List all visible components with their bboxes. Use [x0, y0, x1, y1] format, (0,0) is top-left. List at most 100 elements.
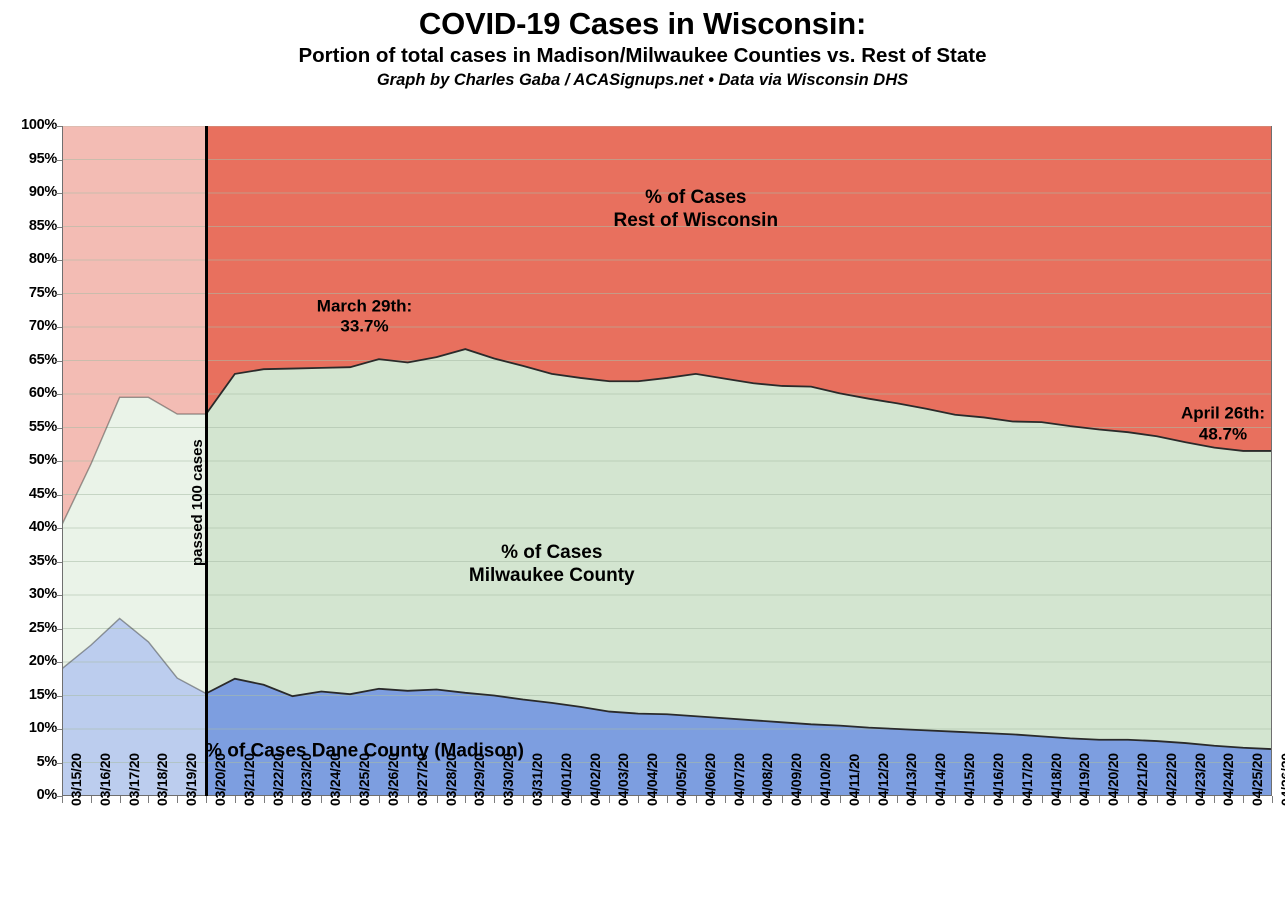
- x-axis-label: 03/16/20: [96, 753, 113, 806]
- annotation-march-29-label: March 29th:: [316, 296, 413, 316]
- x-axis-label: 03/19/20: [183, 753, 200, 806]
- x-axis-tick: [206, 796, 208, 803]
- y-axis-label: 85%: [28, 217, 57, 234]
- x-axis-tick: [839, 796, 841, 803]
- x-axis-tick: [955, 796, 957, 803]
- y-axis-tick: [55, 461, 62, 462]
- y-axis-label: 25%: [28, 619, 57, 636]
- x-axis-tick: [321, 796, 323, 803]
- y-axis-tick: [55, 662, 62, 663]
- y-axis-label: 70%: [28, 318, 57, 334]
- x-axis-label: 04/16/20: [989, 753, 1006, 806]
- y-axis-label: 55%: [28, 418, 57, 435]
- x-axis-tick: [1214, 796, 1216, 803]
- y-axis-label: 5%: [36, 753, 58, 770]
- y-axis-tick: [55, 762, 62, 764]
- x-axis-tick: [1012, 796, 1014, 803]
- annotation-april-26-value: 48.7%: [1198, 424, 1248, 444]
- boundary-mke-top: [205, 348, 1272, 452]
- area-dane-county-pre: [62, 618, 207, 796]
- x-axis-label: 04/22/20: [1162, 753, 1179, 806]
- y-axis-tick: [55, 796, 62, 797]
- x-axis-tick: [1185, 796, 1187, 803]
- x-axis-tick: [522, 796, 524, 803]
- x-axis-tick: [378, 796, 380, 803]
- x-axis-label: 03/17/20: [125, 753, 142, 806]
- boundary-mke-top-pre: [62, 396, 207, 525]
- area-label-milwaukee-county: % of Cases Milwaukee County: [469, 542, 635, 588]
- y-axis-label: 90%: [28, 184, 57, 200]
- y-axis-label: 50%: [28, 452, 57, 468]
- x-axis-tick: [1243, 796, 1245, 803]
- y-axis-tick: [55, 595, 62, 596]
- y-axis-tick: [55, 695, 62, 697]
- vline-label: passed 100 cases: [189, 439, 207, 566]
- x-axis-tick: [782, 796, 784, 803]
- y-axis-label: 30%: [28, 586, 57, 602]
- x-axis-label: 03/31/20: [528, 753, 545, 806]
- y-axis-tick: [55, 293, 62, 295]
- x-axis-tick: [263, 796, 265, 803]
- area-label-dane-county: % of Cases Dane County (Madison): [205, 741, 524, 763]
- x-axis-label: 04/24/20: [1220, 753, 1237, 806]
- x-axis-label: 04/06/20: [701, 753, 718, 806]
- y-axis-tick: [55, 729, 62, 730]
- area-milwaukee-county: [206, 349, 1272, 750]
- x-axis-label: 04/01/20: [557, 753, 574, 806]
- x-axis-tick: [667, 796, 668, 803]
- y-axis-label: 100%: [21, 117, 57, 133]
- x-axis-label: 03/18/20: [154, 753, 171, 806]
- x-axis-tick: [868, 796, 870, 803]
- x-axis-tick: [292, 796, 294, 803]
- x-axis-tick: [1272, 796, 1273, 803]
- x-axis-tick: [609, 796, 611, 803]
- y-axis-label: 40%: [28, 519, 57, 535]
- annotation-april-26: April 26th: 48.7%: [1181, 404, 1265, 445]
- y-axis-label: 10%: [28, 720, 57, 736]
- x-axis-label: 04/19/20: [1076, 753, 1093, 806]
- x-axis-label: 04/04/20: [644, 753, 661, 806]
- y-axis-tick: [55, 494, 62, 496]
- x-axis-tick: [1041, 796, 1043, 803]
- x-axis-label: 04/05/20: [673, 753, 689, 806]
- area-label-rest-line1: % of Cases: [645, 186, 747, 208]
- x-axis-tick: [436, 796, 438, 803]
- x-axis-label: 04/13/20: [903, 753, 920, 806]
- plot-area: 0% 5% 10% 15% 20% 25% 30% 35% 40% 45% 50% 55% 60% 65%…: [21, 117, 1285, 806]
- y-axis-tick: [55, 260, 62, 261]
- y-axis-tick: [55, 159, 62, 161]
- boundary-dane-top: [205, 677, 1272, 750]
- y-axis-label: 75%: [28, 284, 57, 301]
- x-axis-tick: [1099, 796, 1101, 803]
- area-milwaukee-county-pre: [62, 397, 207, 694]
- y-axis-tick: [55, 561, 62, 563]
- x-axis-label: 04/12/20: [874, 753, 891, 806]
- x-axis-label: 04/07/20: [730, 753, 747, 806]
- y-axis-tick: [55, 394, 62, 395]
- x-axis-label: 04/09/20: [788, 753, 805, 806]
- page-title: COVID-19 Cases in Wisconsin:: [418, 6, 867, 41]
- y-axis-label: 80%: [28, 251, 57, 267]
- annotation-march-29: March 29th: 33.7%: [317, 297, 412, 338]
- x-axis-tick: [148, 796, 150, 803]
- x-axis-tick: [62, 796, 63, 803]
- y-axis-label: 0%: [36, 787, 58, 803]
- y-axis-tick: [55, 528, 62, 529]
- area-label-mke-line1: % of Cases: [501, 542, 603, 564]
- x-axis-label: 04/26/20: [1278, 753, 1285, 806]
- x-axis-label: 03/15/20: [68, 753, 84, 806]
- x-axis-label: 04/21/20: [1133, 753, 1150, 806]
- x-axis-label: 04/15/20: [961, 753, 978, 806]
- y-axis-label: 65%: [28, 351, 57, 368]
- x-axis-tick: [753, 796, 755, 803]
- x-axis-tick: [1156, 796, 1158, 803]
- y-axis-label: 35%: [28, 552, 57, 569]
- boundary-dane-top-pre: [62, 617, 207, 695]
- y-axis-tick: [55, 226, 62, 228]
- x-axis-tick: [724, 796, 726, 803]
- y-axis-label: 15%: [28, 686, 57, 703]
- annotation-march-29-value: 33.7%: [340, 316, 389, 336]
- x-axis-tick: [897, 796, 899, 803]
- x-axis-tick: [580, 796, 582, 803]
